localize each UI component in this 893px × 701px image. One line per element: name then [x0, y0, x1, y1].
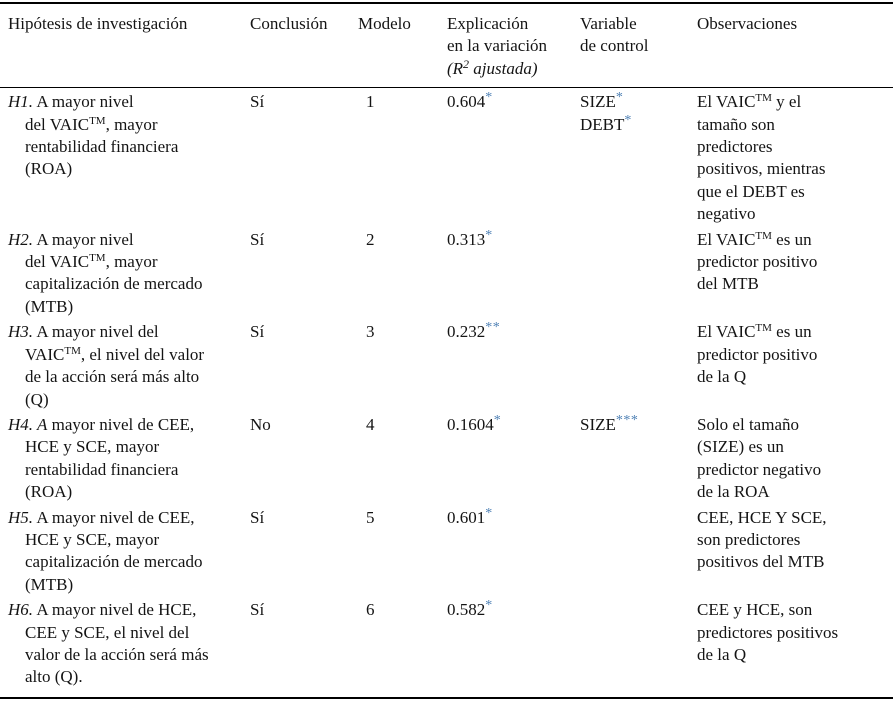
- column-header-observations: Observaciones: [697, 3, 893, 89]
- cell-h3-hypothesis: H3. A mayor nivel del VAICTM, el nivel d…: [8, 322, 205, 409]
- cell-h1-hypothesis: H1. A mayor nivel del VAICTM, mayor rent…: [8, 92, 179, 179]
- cell-h6-observations: CEE y HCE, son predictores positivos de …: [697, 600, 839, 664]
- cell-h4-observations: Solo el tamaño (SIZE) es un predictor ne…: [697, 414, 822, 502]
- cell-h2-conclusion: Sí: [250, 229, 265, 249]
- column-header-explanation: Explicación en la variación (R2 ajustada…: [447, 3, 580, 89]
- cell-h2-hypothesis: H2. A mayor nivel del VAICTM, mayor capi…: [8, 229, 203, 316]
- cell-h4-model: 4: [366, 414, 375, 434]
- cell-h1-model: 1: [366, 92, 375, 112]
- cell-h6-model: 6: [366, 600, 375, 620]
- table-row-h4: H4. A mayor nivel de CEE, HCE y SCE, may…: [0, 411, 893, 504]
- cell-h4-hypothesis: H4. A mayor nivel de CEE, HCE y SCE, may…: [8, 414, 195, 502]
- cell-h4-explanation: 0.1604*: [447, 412, 502, 434]
- cell-h4-control: SIZE***: [580, 412, 639, 434]
- cell-h1-control: SIZE* DEBT*: [580, 90, 632, 134]
- cell-h6-hypothesis: H6. A mayor nivel de HCE, CEE y SCE, el …: [8, 600, 209, 687]
- cell-h3-explanation: 0.232**: [447, 320, 501, 342]
- table-row-h2: H2. A mayor nivel del VAICTM, mayor capi…: [0, 226, 893, 319]
- table-row-h1: H1. A mayor nivel del VAICTM, mayor rent…: [0, 88, 893, 226]
- cell-h5-explanation: 0.601*: [447, 505, 493, 527]
- cell-h5-control: [580, 504, 697, 597]
- table-header-row: Hipótesis de investigación Conclusión Mode…: [0, 3, 893, 89]
- cell-h5-observations: CEE, HCE Y SCE, son predictores positivo…: [697, 507, 827, 572]
- cell-h2-observations: El VAICTM es un predictor positivo del M…: [697, 229, 818, 294]
- column-header-control: Variable de control: [580, 3, 697, 89]
- cell-h1-conclusion: Sí: [250, 92, 265, 112]
- cell-h1-explanation: 0.604*: [447, 90, 493, 112]
- cell-h3-control: [580, 318, 697, 411]
- cell-h6-conclusion: Sí: [250, 600, 265, 620]
- cell-h1-observations: El VAICTM y el tamaño son predictores po…: [697, 92, 826, 224]
- cell-h5-hypothesis: H5. A mayor nivel de CEE, HCE y SCE, may…: [8, 507, 203, 594]
- table-header: Hipótesis de investigación Conclusión Mode…: [0, 3, 893, 89]
- cell-h4-conclusion: No: [250, 414, 271, 434]
- column-header-model: Modelo: [358, 3, 447, 89]
- cell-h2-explanation: 0.313*: [447, 227, 493, 249]
- table-row-h3: H3. A mayor nivel del VAICTM, el nivel d…: [0, 318, 893, 411]
- cell-h3-model: 3: [366, 322, 375, 342]
- cell-h6-explanation: 0.582*: [447, 598, 493, 620]
- cell-h6-control: [580, 596, 697, 698]
- column-header-hypothesis: Hipótesis de investigación: [0, 3, 250, 89]
- table-row-h6: H6. A mayor nivel de HCE, CEE y SCE, el …: [0, 596, 893, 698]
- cell-h2-control: [580, 226, 697, 319]
- cell-h5-model: 5: [366, 507, 375, 527]
- table-row-h5: H5. A mayor nivel de CEE, HCE y SCE, may…: [0, 504, 893, 597]
- cell-h3-observations: El VAICTM es un predictor positivo de la…: [697, 322, 818, 387]
- cell-h3-conclusion: Sí: [250, 322, 265, 342]
- cell-h2-model: 2: [366, 229, 375, 249]
- column-header-conclusion: Conclusión: [250, 3, 358, 89]
- table-body: H1. A mayor nivel del VAICTM, mayor rent…: [0, 88, 893, 698]
- cell-h5-conclusion: Sí: [250, 507, 265, 527]
